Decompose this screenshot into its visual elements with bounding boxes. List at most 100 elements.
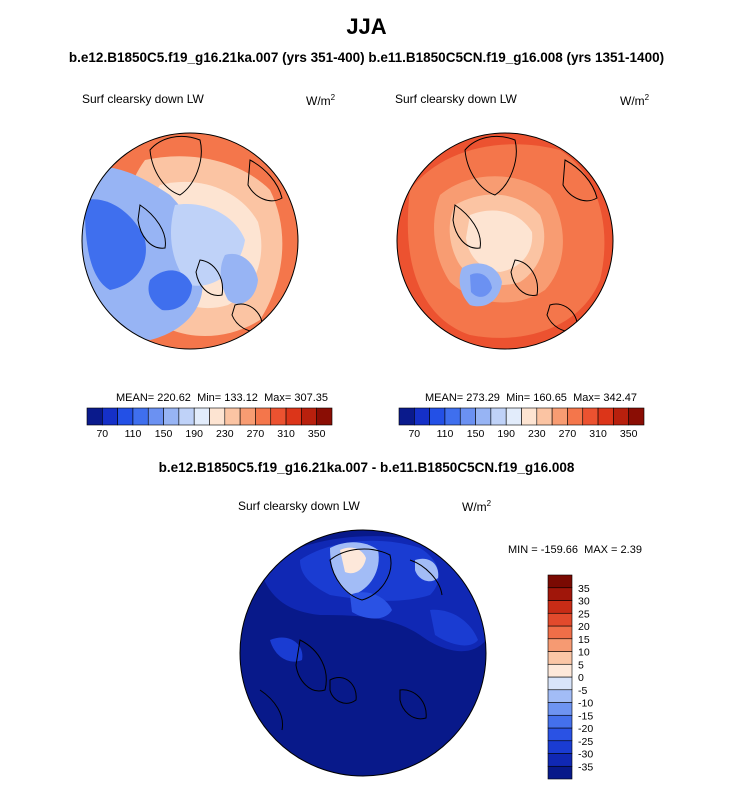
map3-field-arctic bbox=[350, 592, 392, 619]
map2-field-greenland-core bbox=[470, 273, 492, 297]
colorbar3-swatch-5 bbox=[547, 702, 573, 716]
colorbar3-tick-label: -5 bbox=[578, 685, 587, 697]
map3-coastlines bbox=[259, 548, 443, 731]
colorbar1-tick-label: 350 bbox=[308, 428, 326, 440]
colorbar2-tick-label: 230 bbox=[528, 428, 546, 440]
map-panel-1 bbox=[82, 133, 298, 349]
colorbar3-tick-label: 30 bbox=[578, 596, 590, 608]
panel3-stats: MIN = -159.66 MAX = 2.39 bbox=[508, 544, 642, 556]
colorbar2-swatch-3 bbox=[444, 407, 461, 426]
colorbar-2: 70 110 150 190 230 270 310 350 bbox=[398, 407, 645, 440]
map1-border bbox=[81, 132, 299, 350]
map3-field-westpatch bbox=[270, 637, 303, 662]
colorbar2-tick-label: 310 bbox=[589, 428, 607, 440]
colorbar-1: 70 110 150 190 230 270 310 350 bbox=[86, 407, 333, 440]
colorbar2-tick-label: 70 bbox=[408, 428, 420, 440]
map3-field-anomaly-positive bbox=[340, 547, 366, 574]
colorbar1-tick-label: 310 bbox=[277, 428, 295, 440]
map2-field-pole bbox=[466, 210, 533, 272]
colorbar3-tick-label: -30 bbox=[578, 749, 593, 761]
panel3-units: W/m2 bbox=[462, 499, 492, 514]
map3-field-siberia bbox=[430, 609, 478, 646]
colorbar1-tick-label: 70 bbox=[96, 428, 108, 440]
difference-title: b.e12.B1850C5.f19_g16.21ka.007 - b.e11.B… bbox=[158, 460, 575, 475]
colorbar2-tick-label: 150 bbox=[467, 428, 485, 440]
map1-field-laurentide bbox=[84, 199, 146, 290]
map1-field-fennoscandia bbox=[220, 253, 258, 304]
colorbar3-tick-label: -10 bbox=[578, 698, 593, 710]
colorbar3-swatch-4 bbox=[547, 714, 573, 729]
colorbar3-swatch-2 bbox=[547, 740, 573, 754]
colorbar3-swatch-10 bbox=[547, 638, 573, 652]
colorbar3-tick-label: 15 bbox=[578, 634, 590, 646]
colorbar1-tick-label: 230 bbox=[216, 428, 234, 440]
colorbar2-swatch-5 bbox=[475, 407, 492, 426]
colorbar2-swatch-2 bbox=[429, 407, 446, 426]
map3-border bbox=[239, 529, 487, 777]
colorbar2-tick-label: 270 bbox=[559, 428, 577, 440]
colorbar1-swatch-5 bbox=[163, 407, 180, 426]
colorbar2-swatch-6 bbox=[490, 407, 507, 426]
colorbar2-swatch-8 bbox=[521, 407, 538, 426]
colorbar1-swatch-2 bbox=[117, 407, 134, 426]
colorbar2-tick-label: 110 bbox=[437, 428, 454, 440]
colorbar1-swatch-1 bbox=[102, 407, 118, 426]
colorbar2-swatch-0 bbox=[398, 407, 415, 426]
colorbar3-swatch-3 bbox=[547, 727, 573, 742]
map-panel-3 bbox=[240, 530, 486, 776]
panel1-stats: MEAN= 220.62 Min= 133.12 Max= 307.35 bbox=[116, 392, 328, 404]
map-panel-2 bbox=[397, 133, 613, 349]
colorbar2-swatch-11 bbox=[567, 407, 584, 426]
colorbar3-tick-label: 10 bbox=[578, 647, 590, 659]
colorbar3-swatch-13 bbox=[547, 600, 573, 614]
colorbar2-swatch-13 bbox=[597, 407, 614, 426]
colorbar3-tick-label: 5 bbox=[578, 659, 584, 671]
figure-subtitle: b.e12.B1850C5.f19_g16.21ka.007 (yrs 351-… bbox=[68, 50, 665, 65]
colorbar3-swatch-11 bbox=[547, 625, 573, 640]
colorbar3-swatch-6 bbox=[547, 689, 573, 703]
colorbar1-swatch-7 bbox=[193, 407, 210, 426]
colorbar3-tick-label: 35 bbox=[578, 583, 590, 595]
colorbar2-swatch-9 bbox=[536, 407, 553, 426]
map1-coastlines bbox=[137, 135, 283, 332]
figure-title: JJA bbox=[346, 14, 387, 39]
panel2-variable-label: Surf clearsky down LW bbox=[395, 92, 517, 106]
colorbar2-swatch-4 bbox=[459, 407, 476, 426]
colorbar3-tick-label: 20 bbox=[578, 621, 590, 633]
colorbar1-swatch-8 bbox=[209, 407, 226, 426]
colorbar3-swatch-0 bbox=[547, 765, 573, 780]
colorbar3-tick-label: 0 bbox=[578, 672, 584, 684]
colorbar2-swatch-1 bbox=[414, 407, 430, 426]
colorbar3-tick-label: -25 bbox=[578, 736, 593, 748]
colorbar1-swatch-6 bbox=[178, 407, 195, 426]
map1-field-greenland bbox=[148, 270, 192, 311]
colorbar1-swatch-0 bbox=[86, 407, 103, 426]
panel3-variable-label: Surf clearsky down LW bbox=[238, 499, 360, 513]
colorbar3-tick-label: -15 bbox=[578, 710, 593, 722]
colorbar3-tick-label: -20 bbox=[578, 723, 593, 735]
colorbar3-swatch-1 bbox=[547, 753, 573, 767]
colorbar1-swatch-14 bbox=[301, 407, 317, 426]
colorbar2-tick-label: 350 bbox=[620, 428, 638, 440]
colorbar3-tick-label: -35 bbox=[578, 761, 593, 773]
colorbar1-tick-label: 270 bbox=[247, 428, 265, 440]
colorbar1-tick-label: 150 bbox=[155, 428, 173, 440]
colorbar1-tick-label: 190 bbox=[185, 428, 203, 440]
colorbar2-swatch-10 bbox=[551, 407, 568, 426]
panel2-units: W/m2 bbox=[620, 93, 650, 108]
colorbar3-swatch-8 bbox=[547, 663, 573, 678]
colorbar1-swatch-13 bbox=[285, 407, 302, 426]
panel1-units: W/m2 bbox=[306, 93, 336, 108]
panel1-variable-label: Surf clearsky down LW bbox=[82, 92, 204, 106]
colorbar3-swatch-15 bbox=[547, 574, 573, 589]
colorbar2-swatch-7 bbox=[505, 407, 522, 426]
colorbar2-tick-label: 190 bbox=[497, 428, 515, 440]
map2-coastlines bbox=[452, 135, 598, 332]
colorbar2-swatch-14 bbox=[613, 407, 629, 426]
colorbar1-swatch-9 bbox=[224, 407, 241, 426]
colorbar2-swatch-15 bbox=[628, 407, 645, 426]
colorbar3-tick-label: 25 bbox=[578, 608, 590, 620]
colorbar1-swatch-15 bbox=[316, 407, 333, 426]
map2-border bbox=[396, 132, 614, 350]
